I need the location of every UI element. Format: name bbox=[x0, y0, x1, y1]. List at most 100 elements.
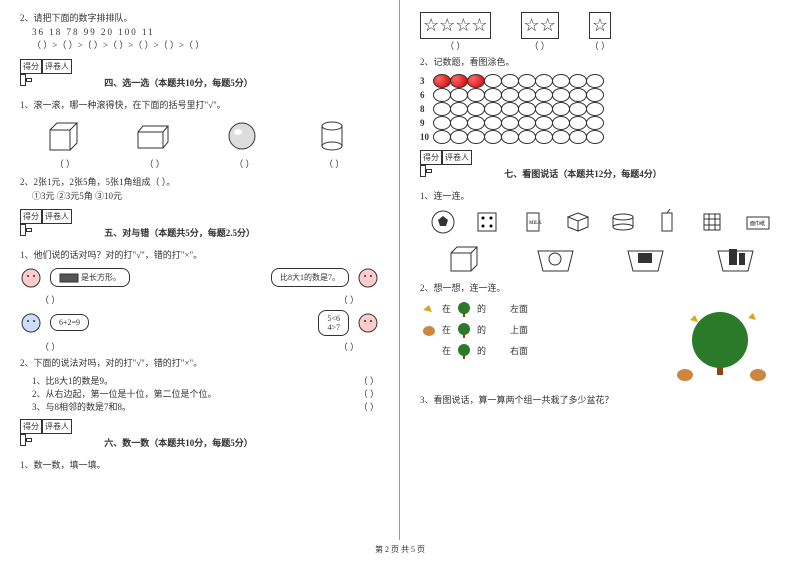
soccer-ball-icon bbox=[429, 209, 457, 235]
cylinder-plate-icon bbox=[713, 241, 758, 276]
score-label: 得分 bbox=[20, 209, 42, 224]
position-exercise: 在 的 左面 在 的 上面 在 的 右面 bbox=[420, 300, 780, 360]
score-row-7: 得分评卷人 七、看图说话（本题共12分，每题4分） bbox=[420, 150, 780, 184]
paren: （ ） bbox=[314, 157, 354, 170]
cuboid-icon bbox=[135, 118, 175, 153]
s4-q2: 2、2张1元，2张5角，5张1角组成（ ）。 ①3元 ②3元5角 ③10元 bbox=[20, 176, 379, 203]
girl-face-icon bbox=[357, 267, 379, 289]
score-row-6: 得分评卷人 六、数一数（本题共10分，每题5分） bbox=[20, 419, 379, 453]
s5-q2-3: 3、与8相邻的数是7和8。（ ） bbox=[32, 400, 379, 413]
rubiks-icon bbox=[699, 209, 727, 235]
cube-icon bbox=[45, 118, 85, 153]
girl-face-icon bbox=[357, 312, 379, 334]
paren: （ ） bbox=[521, 39, 559, 52]
cuboid-plate-icon bbox=[623, 241, 668, 276]
dice-icon bbox=[474, 209, 502, 235]
paren-row: （ ）（ ） bbox=[20, 340, 379, 353]
page-footer: 第 2 页 共 5 页 bbox=[0, 544, 800, 555]
paren: （ ） bbox=[45, 157, 85, 170]
bubble-4: 5<6 4>7 bbox=[318, 310, 349, 336]
milk-icon: MILK bbox=[519, 209, 547, 235]
tree-icon bbox=[455, 321, 473, 339]
cylinder-icon bbox=[314, 118, 354, 153]
cube-shape: （ ） bbox=[45, 118, 85, 170]
sort-question: 2、请把下面的数字排排队。 36 18 78 99 20 100 11 （ ）>… bbox=[20, 12, 379, 53]
score-label: 得分 bbox=[20, 419, 42, 434]
section7-title: 七、看图说话（本题共12分，每题4分） bbox=[504, 167, 662, 180]
score-row-5: 得分评卷人 五、对与错（本题共5分，每题2.5分） bbox=[20, 209, 379, 243]
section6-title: 六、数一数（本题共10分，每题5分） bbox=[104, 436, 253, 449]
s5-q2-1: 1、比8大1的数是9。（ ） bbox=[32, 374, 379, 387]
left-column: 2、请把下面的数字排排队。 36 18 78 99 20 100 11 （ ）>… bbox=[0, 0, 400, 540]
score-label: 得分 bbox=[20, 59, 42, 74]
star-icon: ☆ bbox=[592, 15, 608, 35]
star-group-1: ☆ （ ） bbox=[589, 12, 611, 52]
cube-icon bbox=[443, 241, 488, 276]
tree-icon bbox=[455, 300, 473, 318]
rect-icon bbox=[59, 273, 79, 283]
sphere-shape: （ ） bbox=[224, 118, 264, 170]
book-icon bbox=[564, 209, 592, 235]
counting-grid: 3 6 8 9 10 bbox=[420, 74, 780, 144]
numbers-line: 36 18 78 99 20 100 11 bbox=[32, 26, 379, 40]
star-icon: ☆☆☆☆ bbox=[423, 15, 488, 35]
q2-sort-text: 2、请把下面的数字排排队。 bbox=[20, 12, 379, 26]
s6-q2: 2、记数题，看图涂色。 bbox=[420, 56, 780, 70]
sphere-icon bbox=[224, 118, 264, 153]
paren: （ ） bbox=[135, 157, 175, 170]
grid-row-6: 6 bbox=[420, 88, 780, 102]
s5-q2: 2、下面的说法对吗，对的打"√"，错的打"×"。 bbox=[20, 357, 379, 371]
compare-line: （ ）>（ ）>（ ）>（ ）>（ ）>（ ）>（ ） bbox=[32, 39, 379, 53]
reviewer-label: 评卷人 bbox=[42, 59, 72, 74]
pos-row-2: 在 的 上面 bbox=[420, 321, 670, 339]
cuboid-shape: （ ） bbox=[135, 118, 175, 170]
sphere-plate-icon bbox=[533, 241, 578, 276]
tissue-box-icon: 面巾纸 bbox=[744, 209, 772, 235]
s5-q2-2: 2、从右边起，第一位是十位，第二位是个位。（ ） bbox=[32, 387, 379, 400]
star-icon: ☆☆ bbox=[524, 15, 556, 35]
reviewer-label: 评卷人 bbox=[42, 419, 72, 434]
grid-row-9: 9 bbox=[420, 116, 780, 130]
s7-q1: 1、连一连。 bbox=[420, 190, 780, 204]
bubble-1: 是长方形。 bbox=[50, 268, 130, 287]
right-column: ☆☆☆☆ （ ） ☆☆ （ ） ☆ （ ） 2、记数题，看图涂色。 3 6 8 … bbox=[400, 0, 800, 540]
speech-row-1: 是长方形。 比8大1的数是7。 bbox=[20, 267, 379, 289]
objects-bottom-row bbox=[420, 241, 780, 276]
reviewer-label: 评卷人 bbox=[442, 150, 472, 165]
stars-row: ☆☆☆☆ （ ） ☆☆ （ ） ☆ （ ） bbox=[420, 12, 780, 52]
paren: （ ） bbox=[420, 39, 491, 52]
svg-text:MILK: MILK bbox=[529, 221, 542, 226]
pos-row-1: 在 的 左面 bbox=[420, 300, 670, 318]
grid-row-3: 3 bbox=[420, 74, 780, 88]
cylinder-shape: （ ） bbox=[314, 118, 354, 170]
bubble-3: 6+2=9 bbox=[50, 314, 89, 331]
paren-row: （ ）（ ） bbox=[20, 293, 379, 306]
tree-icon bbox=[455, 342, 473, 360]
bird-icon bbox=[420, 300, 438, 318]
speech-row-2: 6+2=9 5<6 4>7 bbox=[20, 310, 379, 336]
squirrel-icon bbox=[420, 321, 438, 339]
paren: （ ） bbox=[589, 39, 611, 52]
pos-row-3: 在 的 右面 bbox=[420, 342, 670, 360]
tree-scene-icon bbox=[670, 300, 780, 390]
bubble-2: 比8大1的数是7。 bbox=[271, 268, 349, 287]
svg-text:面巾纸: 面巾纸 bbox=[750, 220, 765, 227]
star-group-4: ☆☆☆☆ （ ） bbox=[420, 12, 491, 52]
grid-row-8: 8 bbox=[420, 102, 780, 116]
s7-q2: 2、想一想，连一连。 bbox=[420, 282, 780, 296]
shapes-row: （ ） （ ） （ ） （ ） bbox=[20, 118, 379, 170]
paren: （ ） bbox=[224, 157, 264, 170]
s4-q1: 1、滚一滚，哪一种滚得快，在下面的括号里打"√"。 bbox=[20, 99, 379, 113]
drum-icon bbox=[609, 209, 637, 235]
reviewer-label: 评卷人 bbox=[42, 209, 72, 224]
score-label: 得分 bbox=[420, 150, 442, 165]
s4-q2-opts: ①3元 ②3元5角 ③10元 bbox=[32, 190, 379, 204]
star-group-2: ☆☆ （ ） bbox=[521, 12, 559, 52]
grid-row-10: 10 bbox=[420, 130, 780, 144]
s5-q1: 1、他们说的话对吗？对的打"√"，错的打"×"。 bbox=[20, 249, 379, 263]
boy-face-icon bbox=[20, 312, 42, 334]
girl-face-icon bbox=[20, 267, 42, 289]
score-row-4: 得分评卷人 四、选一选（本题共10分，每题5分） bbox=[20, 59, 379, 93]
s7-q3: 3、看图说话，算一算两个组一共栽了多少盆花？ bbox=[420, 394, 780, 408]
juice-icon bbox=[654, 209, 682, 235]
